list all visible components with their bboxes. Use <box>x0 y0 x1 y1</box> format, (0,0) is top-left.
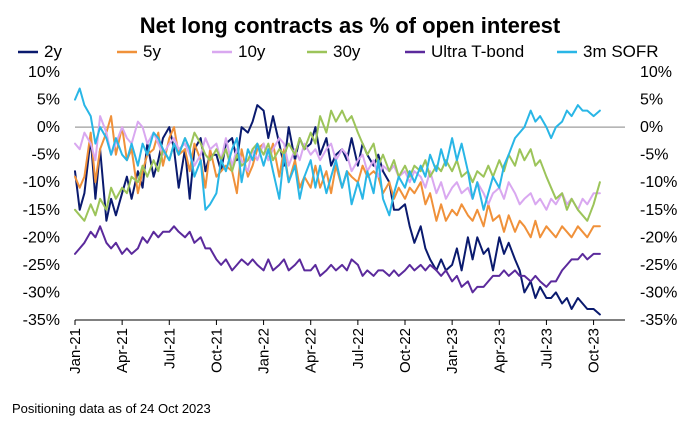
y-tick-left-20: -20% <box>23 229 60 246</box>
y-tick-left-10: -10% <box>23 174 60 191</box>
series-line-3m-sofr <box>74 87 601 217</box>
series-line-ultra-t-bond <box>74 225 601 294</box>
legend-label-10y: 10y <box>238 42 266 61</box>
y-tick-right-10: -10% <box>640 174 677 191</box>
x-tick-jul-23: Jul-23 <box>538 328 555 369</box>
y-tick-right-15: -15% <box>640 202 677 219</box>
x-tick-oct-23: Oct-23 <box>586 328 603 373</box>
series-line-2y <box>74 104 601 316</box>
y-tick-right-0: 0% <box>640 119 663 136</box>
x-tick-jan-21: Jan-21 <box>67 328 84 374</box>
x-tick-oct-22: Oct-22 <box>397 328 414 373</box>
y-axis-left: 10% 5% 0% -5% -10% -15% -20% -25% -30% -35% <box>23 64 60 329</box>
legend-label-2y: 2y <box>44 42 62 61</box>
y-tick-left-10: 10% <box>28 64 60 81</box>
y-tick-left-35: -35% <box>23 312 60 329</box>
chart-title: Net long contracts as % of open interest <box>140 13 561 38</box>
y-tick-left-15: -15% <box>23 202 60 219</box>
y-tick-left-25: -25% <box>23 257 60 274</box>
x-tick-apr-22: Apr-22 <box>303 328 320 373</box>
x-tick-apr-23: Apr-23 <box>491 328 508 373</box>
y-tick-right-25: -25% <box>640 257 677 274</box>
series-line-30y <box>74 109 601 222</box>
y-tick-right-5: 5% <box>640 92 663 109</box>
x-tick-jan-22: Jan-22 <box>256 328 273 374</box>
y-axis-right: 10% 5% 0% -5% -10% -15% -20% -25% -30% -35% <box>640 64 677 329</box>
x-tick-apr-21: Apr-21 <box>114 328 131 373</box>
plot-area <box>74 87 601 316</box>
y-tick-left-5: -5% <box>32 147 60 164</box>
legend-label-5y: 5y <box>143 42 161 61</box>
x-tick-jul-22: Jul-22 <box>350 328 367 369</box>
x-tick-jul-21: Jul-21 <box>161 328 178 369</box>
y-tick-right-10: 10% <box>640 64 672 81</box>
y-tick-left-30: -30% <box>23 284 60 301</box>
x-tick-jan-23: Jan-23 <box>444 328 461 374</box>
footnote: Positioning data as of 24 Oct 2023 <box>12 401 211 416</box>
y-tick-right-30: -30% <box>640 284 677 301</box>
x-axis: Jan-21 Apr-21 Jul-21 Oct-21 Jan-22 Apr-22 Jul-… <box>67 319 625 374</box>
legend-label-3m-sofr: 3m SOFR <box>583 42 659 61</box>
x-tick-oct-21: Oct-21 <box>208 328 225 373</box>
y-tick-left-5: 5% <box>37 92 60 109</box>
y-tick-right-35: -35% <box>640 312 677 329</box>
y-tick-left-0: 0% <box>37 119 60 136</box>
legend-label-ultra-t-bond: Ultra T-bond <box>431 42 524 61</box>
legend-label-30y: 30y <box>333 42 361 61</box>
y-tick-right-20: -20% <box>640 229 677 246</box>
y-tick-right-5: -5% <box>640 147 668 164</box>
legend: 2y 5y 10y 30y Ultra T-bond 3m SOFR <box>18 42 659 61</box>
